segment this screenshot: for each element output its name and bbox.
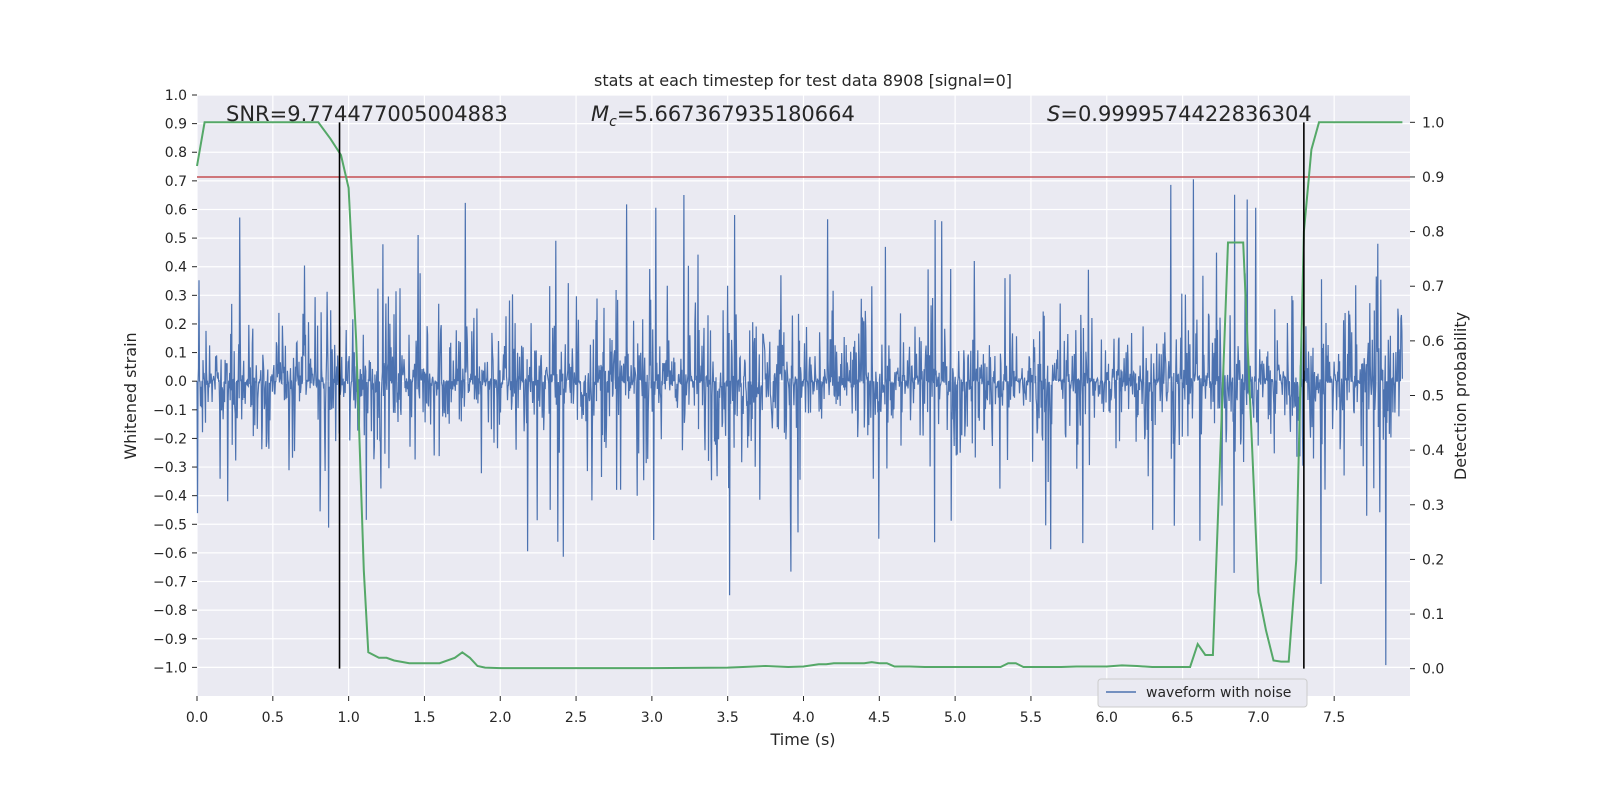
y-right-tick-label: 0.1	[1422, 607, 1444, 623]
x-tick-label: 7.0	[1247, 710, 1269, 726]
y-left-tick-label: −0.5	[153, 517, 187, 533]
x-tick-label: 3.5	[717, 710, 739, 726]
x-axis-title: Time (s)	[769, 730, 835, 749]
y-right-tick-label: 0.5	[1422, 389, 1444, 405]
y-axis-left-ticks: 1.0 0.9 0.8 0.7 0.6 0.5 0.4 0.3 0.2 0.1 0.0 −0.1 −0.…	[153, 88, 197, 676]
y-left-tick-label: −1.0	[153, 660, 187, 676]
probability-series	[196, 121, 1403, 670]
x-tick-label: 2.0	[489, 710, 511, 726]
x-axis-ticks: 0.0 0.5 1.0 1.5 2.0 2.5 3.0 3.5 4.0 4.5 5.0 5.5 6.0 6…	[186, 696, 1345, 726]
snr-annotation: SNR=9.774477005004883	[226, 102, 508, 126]
y-left-tick-label: 0.7	[165, 174, 187, 190]
y-right-tick-label: 0.3	[1422, 498, 1444, 514]
y-axis-right-title: Detection probability	[1451, 312, 1470, 480]
x-tick-label: 3.0	[641, 710, 663, 726]
y-right-tick-label: 0.2	[1422, 552, 1444, 568]
y-left-tick-label: −0.7	[153, 575, 187, 591]
y-left-tick-label: 0.8	[165, 145, 187, 161]
legend: waveform with noise	[1097, 678, 1308, 708]
legend-label-waveform: waveform with noise	[1146, 685, 1291, 701]
chart-title: stats at each timestep for test data 890…	[594, 71, 1012, 90]
x-tick-label: 1.5	[413, 710, 435, 726]
score-value: =0.9999574422836304	[1060, 102, 1311, 126]
x-tick-label: 4.5	[868, 710, 890, 726]
y-left-tick-label: −0.1	[153, 403, 187, 419]
y-right-tick-label: 0.4	[1422, 443, 1444, 459]
y-left-tick-label: −0.8	[153, 603, 187, 619]
x-tick-label: 4.0	[792, 710, 814, 726]
chirp-mass-subscript: c	[609, 114, 617, 130]
chirp-mass-value: =5.667367935180664	[617, 102, 855, 126]
score-annotation: S=0.9999574422836304	[1047, 102, 1312, 126]
y-left-tick-label: 0.2	[165, 317, 187, 333]
x-tick-label: 7.5	[1323, 710, 1345, 726]
x-tick-label: 5.5	[1020, 710, 1042, 726]
chirp-mass-annotation: Mc=5.667367935180664	[591, 102, 855, 130]
y-left-tick-label: −0.3	[153, 460, 187, 476]
y-left-tick-label: 0.1	[165, 346, 187, 362]
x-tick-label: 0.5	[262, 710, 284, 726]
y-right-tick-label: 1.0	[1422, 115, 1444, 131]
x-tick-label: 6.5	[1171, 710, 1193, 726]
score-symbol: S	[1047, 102, 1060, 126]
y-left-tick-label: −0.4	[153, 489, 187, 505]
y-right-tick-label: 0.7	[1422, 279, 1444, 295]
y-left-tick-label: 0.3	[165, 288, 187, 304]
y-axis-right-ticks: 1.0 0.9 0.8 0.7 0.6 0.5 0.4 0.3 0.2 0.1 0.0	[1410, 115, 1444, 678]
legend-box	[1097, 678, 1308, 708]
y-left-tick-label: 0.5	[165, 231, 187, 247]
waveform-series	[196, 179, 1403, 666]
y-left-tick-label: 0.0	[165, 374, 187, 390]
y-right-tick-label: 0.9	[1422, 170, 1444, 186]
y-left-tick-label: −0.2	[153, 431, 187, 447]
y-right-tick-label: 0.8	[1422, 225, 1444, 241]
y-right-tick-label: 0.0	[1422, 662, 1444, 678]
vertical-markers	[338, 122, 1305, 669]
x-tick-label: 0.0	[186, 710, 208, 726]
x-tick-label: 2.5	[565, 710, 587, 726]
x-tick-label: 6.0	[1096, 710, 1118, 726]
y-left-tick-label: −0.9	[153, 632, 187, 648]
data-layer	[196, 121, 1410, 670]
chirp-mass-symbol: M	[591, 102, 609, 126]
x-tick-label: 5.0	[944, 710, 966, 726]
x-tick-label: 1.0	[337, 710, 359, 726]
y-left-tick-label: 0.9	[165, 117, 187, 133]
y-left-tick-label: 0.6	[165, 202, 187, 218]
y-left-tick-label: 0.4	[165, 260, 187, 276]
y-right-tick-label: 0.6	[1422, 334, 1444, 350]
y-left-tick-label: −0.6	[153, 546, 187, 562]
y-left-tick-label: 1.0	[165, 88, 187, 104]
y-axis-left-title: Whitened strain	[121, 332, 140, 459]
